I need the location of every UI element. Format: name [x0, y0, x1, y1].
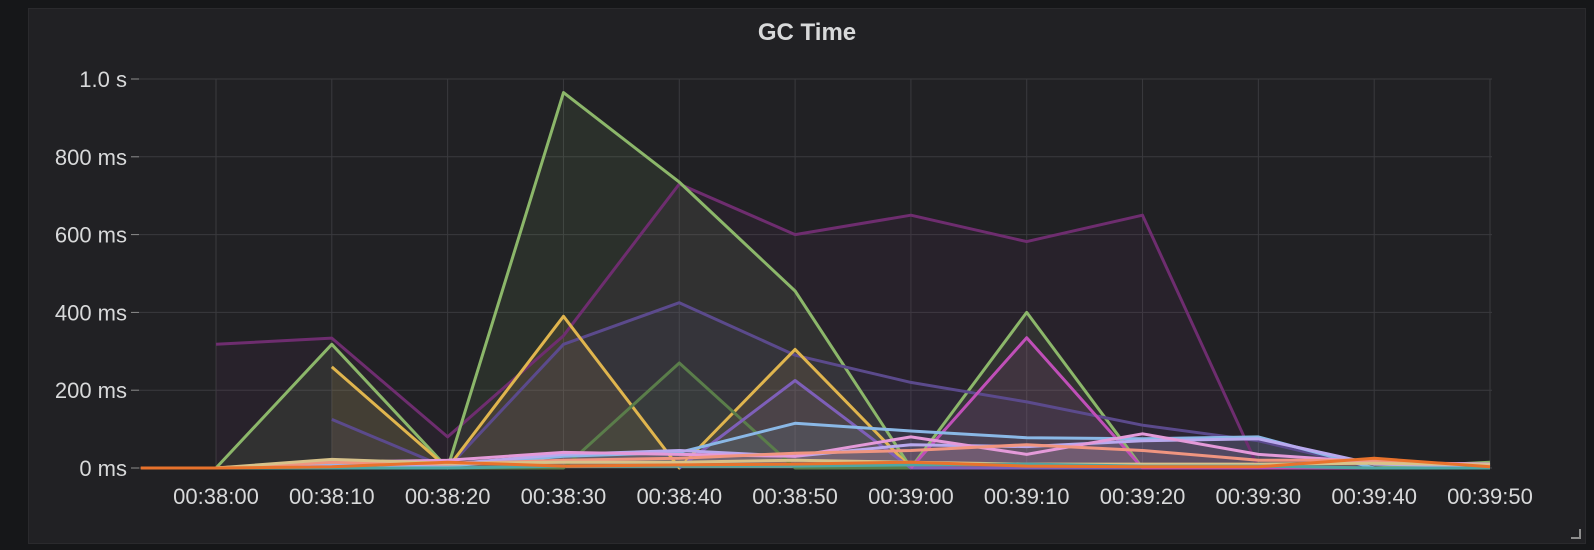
x-tick-label: 00:38:20 [405, 484, 491, 509]
y-tick-label: 600 ms [55, 223, 127, 248]
chart-canvas[interactable]: 0 ms 200 ms 400 ms 600 ms 800 ms 1.0 s 00:38:… [29, 9, 1587, 545]
series-area-orange [140, 458, 1491, 468]
chart-title: GC Time [757, 19, 857, 46]
series-area-violet [679, 380, 1490, 468]
y-tick-label: 200 ms [55, 378, 127, 403]
y-tick-label: 800 ms [55, 145, 127, 170]
x-tick-label: 00:39:00 [868, 484, 954, 509]
y-tick-label: 1.0 s [79, 67, 127, 92]
series-line-pink[interactable] [215, 432, 1491, 470]
series-line-orange[interactable] [140, 456, 1491, 470]
x-axis-ticks: 00:38:00 00:38:10 00:38:20 00:38:30 00:38:40… [173, 484, 1533, 509]
series-area-indigo [331, 302, 1490, 468]
series-line-indigo[interactable] [331, 301, 1490, 470]
series-area-magenta [910, 337, 1490, 468]
y-tick-label: 400 ms [55, 300, 127, 325]
x-tick-label: 00:38:30 [521, 484, 607, 509]
chart-panel: GC Time 0 ms 200 ms 400 ms 600 ms 800 ms 1.0 … [28, 8, 1586, 544]
x-tick-label: 00:38:10 [289, 484, 375, 509]
x-tick-label: 00:39:10 [984, 484, 1070, 509]
y-tick-label: 0 ms [79, 456, 127, 481]
series-area-yellow [331, 316, 1490, 468]
series-areas [140, 92, 1491, 468]
y-axis-ticks: 0 ms 200 ms 400 ms 600 ms 800 ms 1.0 s [55, 67, 139, 481]
x-tick-label: 00:39:20 [1100, 484, 1186, 509]
x-tick-label: 00:39:50 [1447, 484, 1533, 509]
x-tick-label: 00:38:50 [752, 484, 838, 509]
x-tick-label: 00:38:40 [636, 484, 722, 509]
series-lines [140, 91, 1491, 470]
x-tick-label: 00:38:00 [173, 484, 259, 509]
x-tick-label: 00:39:40 [1331, 484, 1417, 509]
x-tick-label: 00:39:30 [1216, 484, 1302, 509]
series-area-purple [216, 184, 1490, 468]
resize-handle-icon[interactable] [1571, 529, 1581, 539]
